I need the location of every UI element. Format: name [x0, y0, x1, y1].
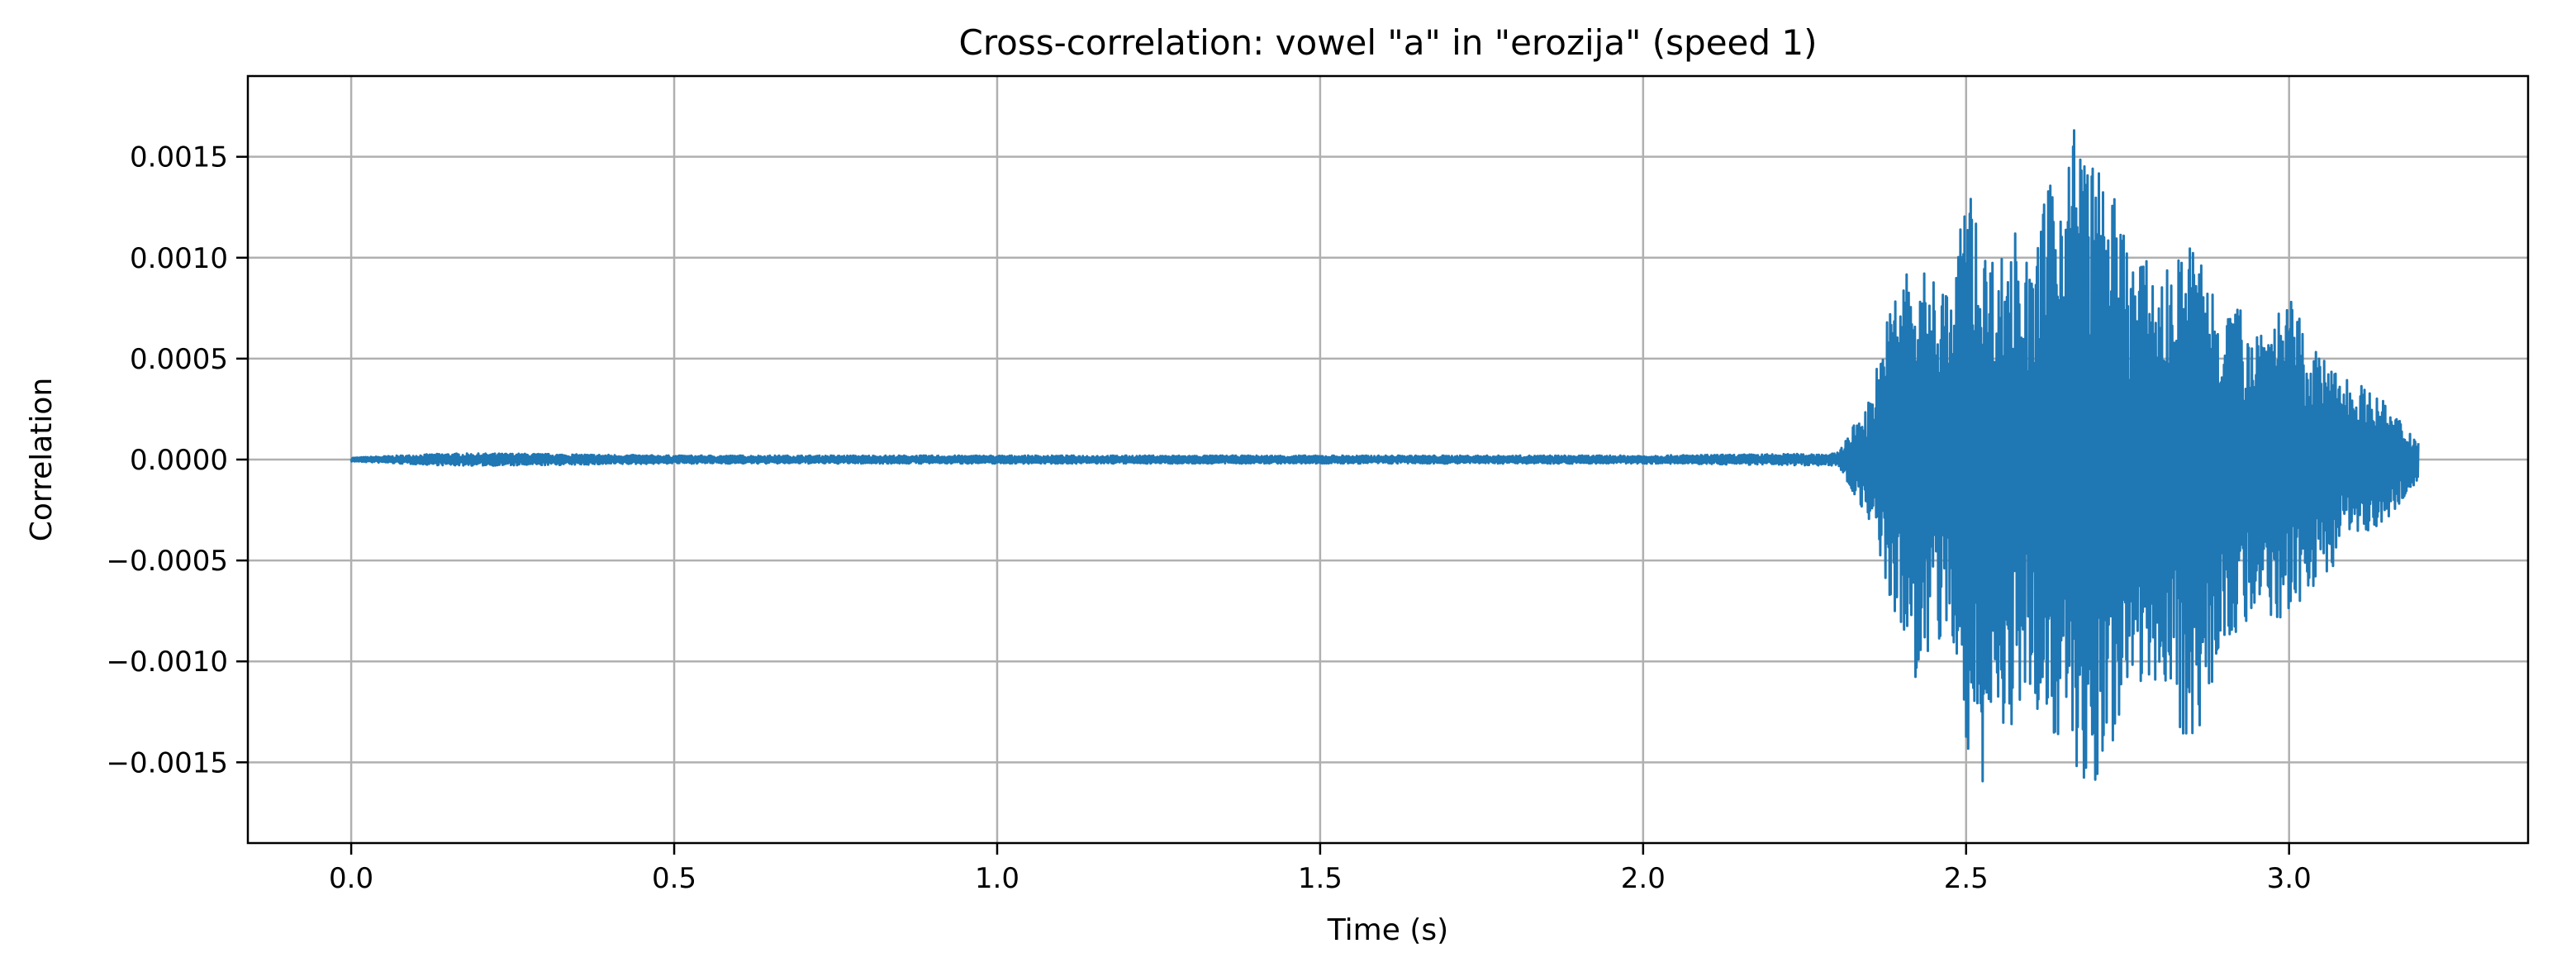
y-tick-label: −0.0015	[107, 746, 228, 779]
x-tick-label: 2.5	[1944, 862, 1989, 895]
x-tick-label: 0.0	[329, 862, 373, 895]
x-tick-label: 1.0	[975, 862, 1019, 895]
y-tick-label: −0.0010	[107, 646, 228, 679]
y-axis-label: Correlation	[25, 378, 59, 542]
correlation-series-line	[349, 129, 2420, 783]
x-axis-label: Time (s)	[1327, 913, 1448, 947]
y-tick-label: 0.0010	[130, 242, 228, 275]
y-tick-label: −0.0005	[107, 545, 228, 578]
x-tick-label: 2.0	[1621, 862, 1666, 895]
x-tick-label: 3.0	[2267, 862, 2312, 895]
series-layer	[349, 129, 2420, 783]
y-axis: 0.0015 0.0010 0.0005 0.0000 −0.0005 −0.0010 −0…	[107, 141, 248, 779]
chart-title: Cross-correlation: vowel "a" in "erozija…	[959, 22, 1818, 63]
x-tick-label: 0.5	[652, 862, 696, 895]
x-tick-label: 1.5	[1298, 862, 1343, 895]
y-tick-label: 0.0005	[130, 343, 228, 376]
y-tick-label: 0.0015	[130, 141, 228, 174]
x-axis: 0.0 0.5 1.0 1.5 2.0 2.5 3.0	[329, 843, 2312, 895]
y-tick-label: 0.0000	[130, 444, 228, 477]
